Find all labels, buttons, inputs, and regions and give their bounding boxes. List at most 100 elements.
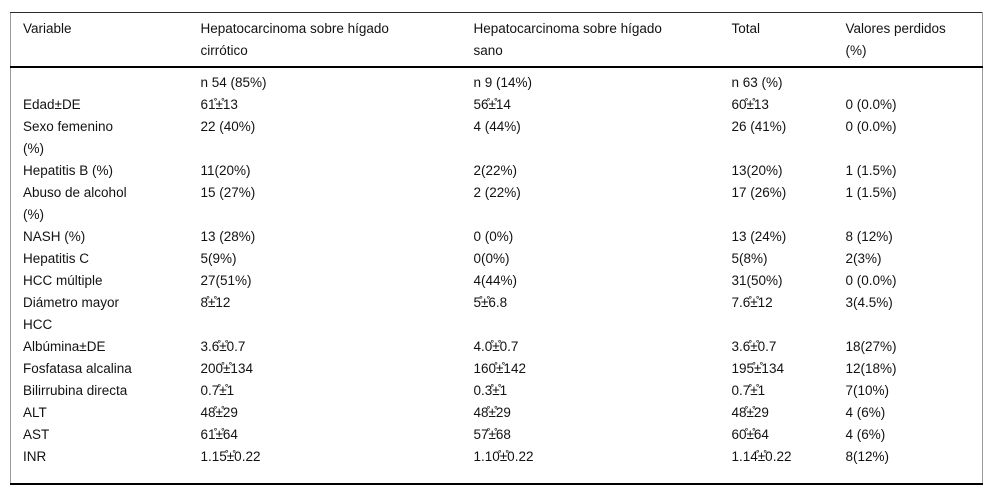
table-cell: 0 (0.0%): [845, 119, 897, 134]
table-row: Diámetro mayor HCC 8̊±̊12 5̊±̊6.8 7.6̊±̊…: [11, 292, 983, 336]
table-cell: 60̊±̊13: [731, 97, 769, 112]
table-cell: 57̊±̊68: [473, 427, 511, 442]
column-header-valores-perdidos: Valores perdidos (%): [833, 12, 983, 68]
row-variable-label: Sexo femenino (%): [23, 119, 114, 156]
row-variable-label: Hepatitis C: [23, 251, 90, 266]
table-cell: 4 (44%): [473, 119, 521, 134]
table-cell: 15 (27%): [200, 185, 256, 200]
table-row: ALT 48̊±̊29 48̊±̊29 48̊±̊29 4 (6%): [11, 402, 983, 424]
table-row: HCC múltiple 27(51%) 4(44%) 31(50%) 0 (0…: [11, 270, 983, 292]
table-row: Sexo femenino (%) 22 (40%) 4 (44%) 26 (4…: [11, 116, 983, 160]
row-variable-label: Albúmina±DE: [23, 339, 106, 354]
table-cell: 200̊±̊134: [200, 361, 253, 376]
table-cell: 7.6̊±̊12: [731, 295, 773, 310]
row-variable-label: Bilirrubina directa: [23, 383, 128, 398]
table-row: Abuso de alcohol (%) 15 (27%) 2 (22%) 17…: [11, 182, 983, 226]
table-cell: 2(22%): [473, 163, 518, 178]
table-cell: 7(10%): [845, 383, 890, 398]
subheader-row-n-counts: n 54 (85%) n 9 (14%) n 63 (%): [11, 67, 983, 94]
table-cell: n 54 (85%): [200, 75, 267, 90]
table-cell: 0(0%): [473, 251, 510, 266]
column-header-hcc-cirrotico: Hepatocarcinoma sobre hígado cirrótico: [188, 12, 462, 68]
table-cell: 60̊±̊64: [731, 427, 769, 442]
row-variable-label: AST: [23, 427, 50, 442]
table-cell: [11, 67, 189, 94]
table-cell: 48̊±̊29: [731, 405, 769, 420]
table-cell: 2 (22%): [473, 185, 521, 200]
table-cell: 61̊±̊64: [200, 427, 238, 442]
table-row: Hepatitis B (%) 11(20%) 2(22%) 13(20%) 1…: [11, 160, 983, 182]
table-row: INR 1.15̊±̊0.22 1.10̊±̊0.22 1.14̊±̊0.22 …: [11, 446, 983, 484]
row-variable-label: INR: [23, 449, 47, 464]
table-cell: n 9 (14%): [473, 75, 533, 90]
table-cell: 1 (1.5%): [845, 185, 897, 200]
table-cell: 0 (0%): [473, 229, 514, 244]
table-cell: 8 (12%): [845, 229, 893, 244]
row-variable-label: HCC múltiple: [23, 273, 103, 288]
table-cell: 0 (0.0%): [845, 273, 897, 288]
table-row: Bilirrubina directa 0.7̊±̊1 0.3̊±̊1 0.7̊…: [11, 380, 983, 402]
table-cell: 195̊±̊134: [731, 361, 784, 376]
table-cell: 13(20%): [731, 163, 783, 178]
table-cell: 48̊±̊29: [200, 405, 238, 420]
table-cell: 4 (6%): [845, 405, 886, 420]
table-cell: 0.7̊±̊1: [731, 383, 766, 398]
table-cell: 5̊±̊6.8: [473, 295, 508, 310]
table-cell: 3(4.5%): [845, 295, 893, 310]
table-cell: 160̊±̊142: [473, 361, 526, 376]
table-cell: 26 (41%): [731, 119, 787, 134]
table-cell: 0.7̊±̊1: [200, 383, 235, 398]
table-cell: 8(12%): [845, 449, 890, 464]
table-cell: [834, 67, 983, 94]
table-row: AST 61̊±̊64 57̊±̊68 60̊±̊64 4 (6%): [11, 424, 983, 446]
table-cell: 17 (26%): [731, 185, 787, 200]
table-cell: 1.15̊±̊0.22: [200, 449, 261, 464]
row-variable-label: Hepatitis B (%): [23, 163, 114, 178]
row-variable-label: Fosfatasa alcalina: [23, 361, 132, 376]
table-cell: 22 (40%): [200, 119, 256, 134]
table-cell: 8̊±̊12: [200, 295, 231, 310]
header-row: Variable Hepatocarcinoma sobre hígado ci…: [10, 12, 983, 68]
table-cell: 4(44%): [473, 273, 518, 288]
row-variable-label: NASH (%): [23, 229, 86, 244]
table-cell: 3.6̊±̊0.7: [731, 339, 777, 354]
column-header-total: Total: [719, 12, 834, 68]
row-variable-label: ALT: [23, 405, 47, 420]
table-cell: 1.14̊±̊0.22: [731, 449, 792, 464]
table-cell: 4.0̊±̊0.7: [473, 339, 519, 354]
table-cell: 5(9%): [200, 251, 237, 266]
table-cell: 4 (6%): [845, 427, 886, 442]
column-header-hcc-sano: Hepatocarcinoma sobre hígado sano: [461, 12, 720, 68]
row-variable-label: Abuso de alcohol (%): [23, 185, 127, 222]
table-cell: 5(8%): [731, 251, 768, 266]
table-row: Hepatitis C 5(9%) 0(0%) 5(8%) 2(3%): [11, 248, 983, 270]
table-cell: 61̊±̊13: [200, 97, 238, 112]
table-cell: 48̊±̊29: [473, 405, 511, 420]
table-header: Variable Hepatocarcinoma sobre hígado ci…: [10, 12, 983, 68]
table-cell: n 63 (%): [731, 75, 783, 90]
clinical-statistics-table: Variable Hepatocarcinoma sobre hígado ci…: [10, 12, 983, 485]
table-row: Edad±DE 61̊±̊13 56̊±̊14 60̊±̊13 0 (0.0%): [11, 94, 983, 116]
table-cell: 0 (0.0%): [845, 97, 897, 112]
table-cell: 2(3%): [845, 251, 882, 266]
paper-table-region: Variable Hepatocarcinoma sobre hígado ci…: [10, 12, 992, 485]
table-cell: 1 (1.5%): [845, 163, 897, 178]
table-cell: 1.10̊±̊0.22: [473, 449, 534, 464]
table-cell: 31(50%): [731, 273, 783, 288]
table-cell: 11(20%): [200, 163, 251, 178]
table-row: Albúmina±DE 3.6̊±̊0.7 4.0̊±̊0.7 3.6̊±̊0.…: [11, 336, 983, 358]
table-cell: 18(27%): [845, 339, 897, 354]
table-cell: 0.3̊±̊1: [473, 383, 508, 398]
table-body: n 54 (85%) n 9 (14%) n 63 (%) Edad±DE 61…: [11, 67, 983, 484]
table-cell: 13 (28%): [200, 229, 256, 244]
table-row: Fosfatasa alcalina 200̊±̊134 160̊±̊142 1…: [11, 358, 983, 380]
row-variable-label: Diámetro mayor HCC: [23, 295, 120, 332]
table-cell: 3.6̊±̊0.7: [200, 339, 246, 354]
table-cell: 27(51%): [200, 273, 252, 288]
row-variable-label: Edad±DE: [23, 97, 81, 112]
table-row: NASH (%) 13 (28%) 0 (0%) 13 (24%) 8 (12%…: [11, 226, 983, 248]
table-cell: 56̊±̊14: [473, 97, 511, 112]
column-header-variable: Variable: [10, 12, 189, 68]
table-cell: 12(18%): [845, 361, 897, 376]
table-cell: 13 (24%): [731, 229, 787, 244]
